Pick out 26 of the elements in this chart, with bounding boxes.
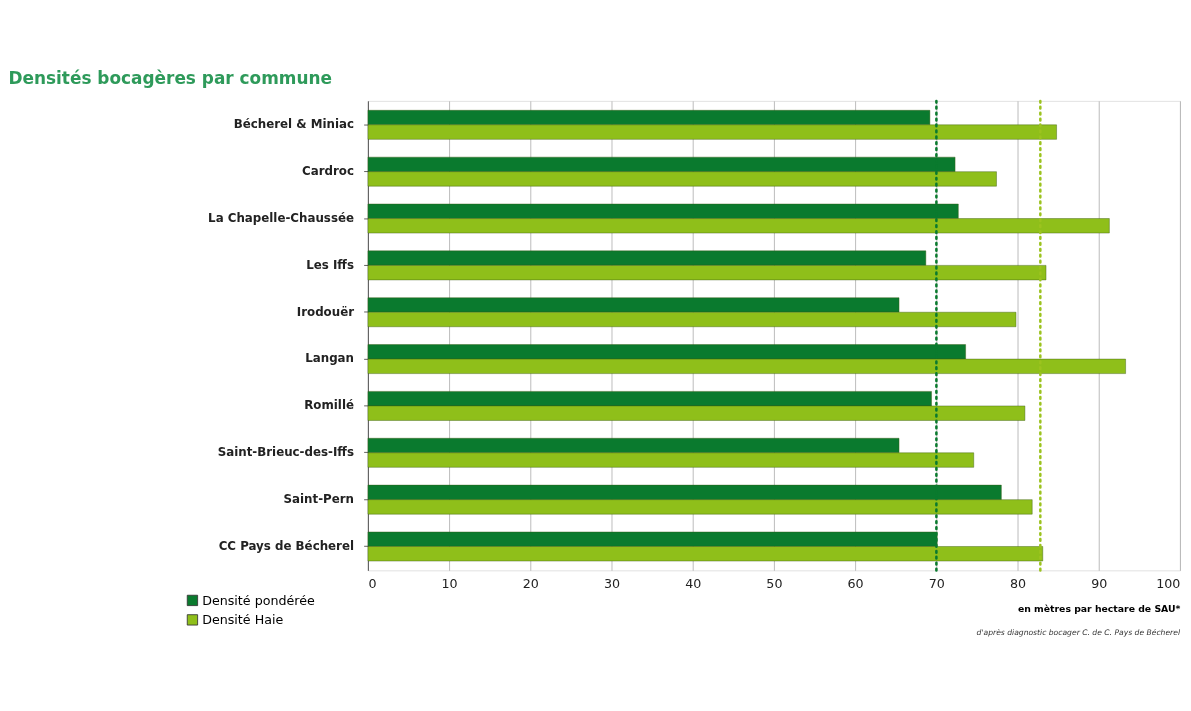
x-tick-label: 0 (368, 575, 377, 591)
legend-label: Densité Haie (202, 612, 284, 628)
text: d'après diagnostic bocager C. de C. Pays de Bécherel (976, 627, 1181, 637)
y-tick-label: Cardroc (302, 164, 354, 179)
y-tick-label: Saint-Pern (283, 492, 354, 507)
legend-label: Densité pondérée (202, 592, 316, 608)
x-tick-label: 100 (1156, 575, 1181, 591)
x-tick-label: 20 (522, 575, 539, 591)
x-tick-label: 70 (928, 575, 945, 591)
y-tick-label: CC Pays de Bécherel (218, 538, 354, 553)
x-axis-title: en mètres par hectare de SAU* (1017, 603, 1181, 615)
y-tick-label: Romillé (304, 398, 354, 413)
x-tick-label: 40 (685, 575, 702, 591)
x-tick-label: 60 (847, 575, 864, 591)
text: Densités bocagères par commune (8, 68, 332, 89)
x-tick-label: 90 (1091, 575, 1108, 591)
y-tick-label: Saint-Brieuc-des-Iffs (217, 445, 354, 460)
y-tick-label: Bécherel & Miniac (233, 117, 354, 132)
y-tick-label: Les Iffs (306, 257, 354, 272)
x-tick-label: 10 (441, 575, 458, 591)
y-tick-label: Irodouër (296, 304, 355, 319)
y-tick-label: La Chapelle-Chaussée (208, 210, 354, 225)
x-tick-label: 80 (1009, 575, 1027, 591)
x-tick-label: 30 (603, 575, 621, 591)
x-tick-label: 50 (766, 575, 783, 591)
y-tick-label: Langan (305, 351, 354, 366)
